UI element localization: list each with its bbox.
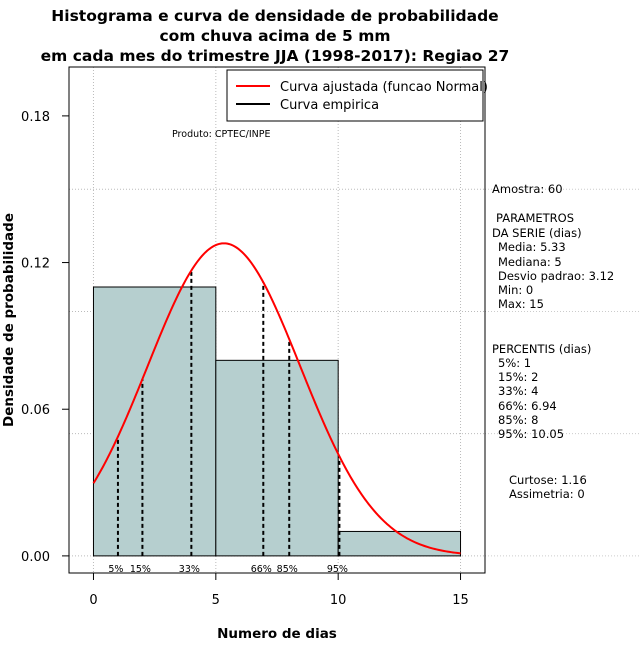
stat-p33: 33%: 4 (498, 384, 538, 398)
legend-label-normal: Curva ajustada (funcao Normal) (280, 80, 488, 95)
x-axis-label: Numero de dias (217, 626, 337, 642)
chart-title-line-1: Histograma e curva de densidade de proba… (51, 7, 498, 25)
stat-p15: 15%: 2 (498, 370, 538, 384)
x-tick-label-3: 15 (452, 593, 469, 608)
stat-p95: 95%: 10.05 (498, 427, 564, 441)
y-tick-label-3: 0.18 (21, 110, 50, 125)
stat-max: Max: 15 (498, 297, 544, 311)
histogram-bar-0 (92, 286, 217, 557)
legend-box (226, 69, 484, 122)
percentile-label-0: 5% (108, 564, 123, 575)
percentile-label-3: 66% (251, 564, 272, 575)
x-axis: 0 5 10 15 (89, 572, 469, 608)
product-label: Produto: CPTEC/INPE (172, 129, 271, 140)
histogram-bar-2 (337, 530, 462, 557)
percentile-label-1: 15% (130, 564, 151, 575)
chart-title-line-3: em cada mes do trimestre JJA (1998-2017)… (41, 47, 510, 65)
histogram-bars (92, 286, 462, 557)
x-tick-label-1: 5 (212, 593, 220, 608)
stat-p66: 66%: 6.94 (498, 399, 557, 413)
stat-min: Min: 0 (498, 283, 533, 297)
stats-panel: Amostra: 60 PARAMETROS DA SERIE (dias) M… (492, 182, 614, 501)
percentile-lines: 5% 15% 33% 66% 85% 95% (108, 270, 348, 575)
y-tick-label-0: 0.00 (21, 550, 50, 565)
chart-title-line-2: com chuva acima de 5 mm (159, 27, 390, 45)
normal-curve (92, 242, 461, 555)
y-axis-label: Densidade de probabilidade (1, 213, 17, 427)
legend-label-empirical: Curva empirica (280, 98, 379, 113)
legend: Curva ajustada (funcao Normal) Curva emp… (226, 69, 488, 122)
stat-media: Media: 5.33 (498, 240, 566, 254)
stat-params-header-1: PARAMETROS (496, 211, 574, 225)
stat-p85: 85%: 8 (498, 413, 538, 427)
stat-desvio: Desvio padrao: 3.12 (498, 269, 614, 283)
stat-curtose: Curtose: 1.16 (509, 473, 587, 487)
stat-pct-header: PERCENTIS (dias) (492, 342, 591, 356)
y-axis: 0.00 0.06 0.12 0.18 (21, 110, 69, 565)
x-tick-label-0: 0 (89, 593, 97, 608)
stat-p5: 5%: 1 (498, 356, 531, 370)
stat-sample: Amostra: 60 (492, 182, 563, 196)
x-tick-label-2: 10 (330, 593, 347, 608)
percentile-label-2: 33% (179, 564, 200, 575)
stat-assimetria: Assimetria: 0 (509, 487, 585, 501)
normal-curve-group (92, 242, 461, 555)
percentile-label-5: 95% (327, 564, 348, 575)
histogram-bar-1 (215, 359, 339, 557)
percentile-label-4: 85% (277, 564, 298, 575)
stat-mediana: Mediana: 5 (498, 255, 562, 269)
y-tick-label-2: 0.12 (21, 257, 50, 272)
y-tick-label-1: 0.06 (21, 403, 50, 418)
stat-params-header-2: DA SERIE (dias) (492, 226, 582, 240)
